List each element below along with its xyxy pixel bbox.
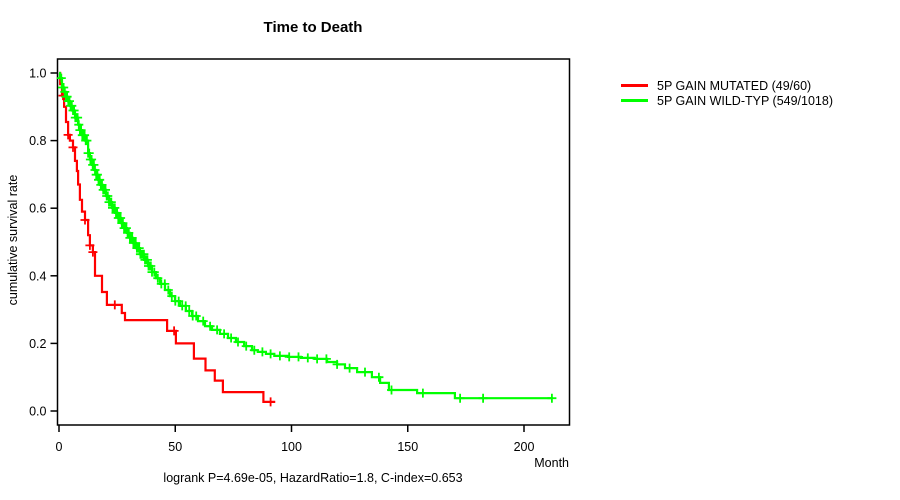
y-axis-ticks: 0.0 0.2 0.4 0.6 0.8 1.0 xyxy=(29,67,58,419)
y-axis-title: cumulative survival rate xyxy=(6,174,20,306)
y-tick-label: 0.4 xyxy=(29,269,46,283)
survival-curve xyxy=(59,71,276,403)
legend-item-mutated: 5P GAIN MUTATED (49/60) xyxy=(621,78,833,93)
x-tick-label: 50 xyxy=(168,440,182,454)
chart-title: Time to Death xyxy=(263,19,363,36)
x-tick-label: 150 xyxy=(397,440,418,454)
stats-annotation: logrank P=4.69e-05, HazardRatio=1.8, C-i… xyxy=(163,471,463,485)
legend: 5P GAIN MUTATED (49/60) 5P GAIN WILD-TYP… xyxy=(621,78,833,108)
y-tick-label: 1.0 xyxy=(29,67,46,81)
y-tick-label: 0.0 xyxy=(29,405,46,419)
legend-label-mutated: 5P GAIN MUTATED (49/60) xyxy=(657,78,812,93)
x-tick-label: 0 xyxy=(56,440,63,454)
plot-box xyxy=(56,58,571,426)
legend-line-red-icon xyxy=(621,84,648,87)
legend-label-wildtyp: 5P GAIN WILD-TYP (549/1018) xyxy=(657,93,834,108)
x-tick-label: 200 xyxy=(514,440,535,454)
x-tick-label: 100 xyxy=(281,440,302,454)
legend-line-green-icon xyxy=(621,99,648,102)
y-tick-label: 0.6 xyxy=(29,202,46,216)
x-axis-title: Month xyxy=(534,456,569,470)
x-axis-ticks: 0 50 100 150 200 xyxy=(56,425,535,454)
y-tick-label: 0.8 xyxy=(29,134,46,148)
censor-marks xyxy=(58,91,276,407)
y-tick-label: 0.2 xyxy=(29,337,46,351)
legend-item-wildtyp: 5P GAIN WILD-TYP (549/1018) xyxy=(621,93,833,108)
censor-marks xyxy=(56,73,557,403)
